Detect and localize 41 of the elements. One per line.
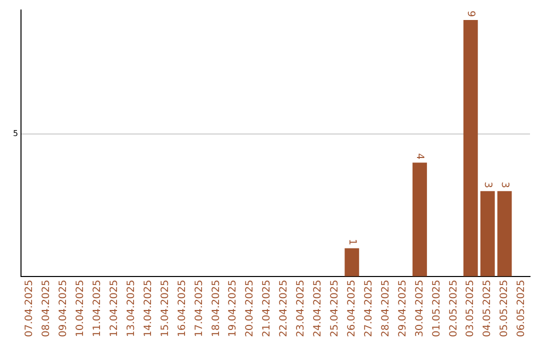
bar <box>480 191 495 276</box>
x-tick-label: 28.04.2025 <box>380 280 392 338</box>
x-tick-label: 01.05.2025 <box>431 280 442 338</box>
x-tick-label: 06.05.2025 <box>516 280 528 338</box>
x-tick-label: 07.04.2025 <box>24 280 36 338</box>
data-label: 1 <box>346 238 358 246</box>
x-tick-label: 09.04.2025 <box>58 280 70 338</box>
x-tick-label: 27.04.2025 <box>363 280 374 338</box>
x-tick-label: 29.04.2025 <box>397 280 408 338</box>
x-tick-label: 25.04.2025 <box>330 280 341 338</box>
x-tick-label: 16.04.2025 <box>176 280 188 338</box>
x-tick-label: 15.04.2025 <box>160 280 171 338</box>
x-tick-label: 14.04.2025 <box>142 280 154 338</box>
x-tick-label: 24.04.2025 <box>312 280 324 338</box>
bar <box>463 20 478 276</box>
x-tick-label: 11.04.2025 <box>92 280 104 338</box>
x-tick-label: 23.04.2025 <box>296 280 307 338</box>
bar <box>344 248 360 276</box>
y-tick-label: 5 <box>12 129 18 138</box>
x-tick-label: 30.04.2025 <box>414 280 426 338</box>
x-tick-label: 21.04.2025 <box>262 280 273 338</box>
data-label: 3 <box>482 182 493 188</box>
x-tick-label: 10.04.2025 <box>75 280 86 338</box>
x-tick-label: 19.04.2025 <box>228 280 239 338</box>
bar <box>497 191 512 276</box>
data-label: 4 <box>414 153 426 160</box>
data-label: 3 <box>498 182 510 188</box>
data-label: 9 <box>465 10 476 17</box>
x-tick-label: 04.05.2025 <box>482 280 494 338</box>
x-tick-label: 26.04.2025 <box>346 280 358 338</box>
x-tick-label: 02.05.2025 <box>448 280 460 338</box>
x-tick-label: 08.04.2025 <box>41 280 52 338</box>
x-tick-label: 20.04.2025 <box>244 280 256 338</box>
x-tick-label: 05.05.2025 <box>499 280 510 338</box>
x-tick-label: 12.04.2025 <box>108 280 120 338</box>
x-tick-label: 17.04.2025 <box>194 280 205 338</box>
x-tick-label: 22.04.2025 <box>278 280 290 338</box>
bar <box>412 162 427 276</box>
x-tick-label: 18.04.2025 <box>210 280 222 338</box>
x-tick-label: 03.05.2025 <box>465 280 476 338</box>
x-tick-label: 13.04.2025 <box>126 280 137 338</box>
